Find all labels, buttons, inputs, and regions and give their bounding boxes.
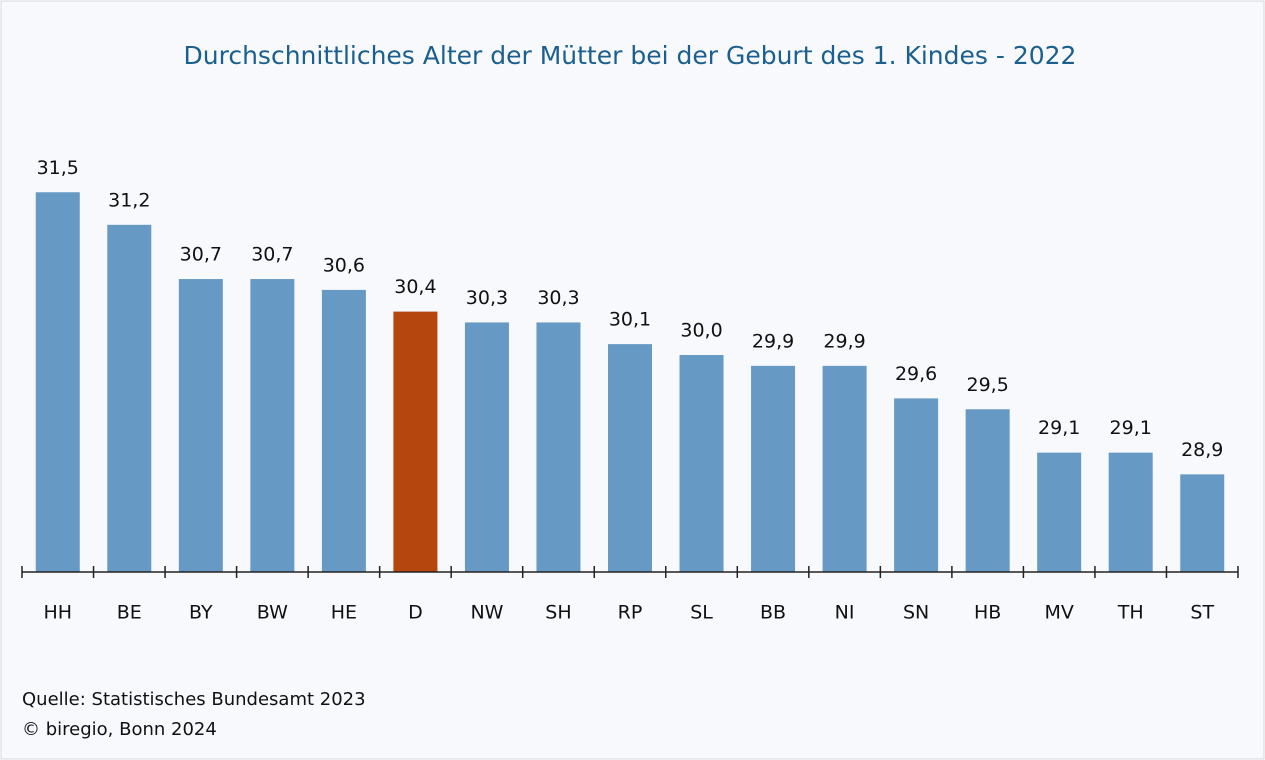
bar bbox=[1037, 452, 1082, 572]
value-label: 30,7 bbox=[251, 244, 293, 266]
bar bbox=[35, 192, 80, 572]
value-label: 30,3 bbox=[537, 287, 579, 309]
value-label: 31,5 bbox=[37, 157, 79, 179]
bar bbox=[178, 279, 223, 572]
x-tick-label: BE bbox=[117, 602, 142, 624]
x-tick-label: MV bbox=[1044, 602, 1073, 624]
x-tick-label: BW bbox=[257, 602, 288, 624]
value-label: 30,7 bbox=[180, 244, 222, 266]
source-note: Quelle: Statistisches Bundesamt 2023 bbox=[22, 689, 366, 710]
value-label: 28,9 bbox=[1181, 439, 1223, 461]
value-label: 30,1 bbox=[609, 309, 651, 331]
bar bbox=[321, 289, 366, 572]
value-label: 30,0 bbox=[680, 320, 722, 342]
x-tick-label: SN bbox=[903, 602, 929, 624]
x-tick-label: HE bbox=[331, 602, 357, 624]
bar bbox=[1180, 474, 1225, 572]
value-label: 30,4 bbox=[394, 276, 436, 298]
x-tick-label: BB bbox=[760, 602, 786, 624]
bar bbox=[608, 344, 652, 572]
copyright-note: © biregio, Bonn 2024 bbox=[22, 719, 217, 740]
value-label: 30,3 bbox=[466, 287, 508, 309]
x-tick-label: SL bbox=[690, 602, 713, 624]
bar bbox=[1108, 452, 1153, 572]
value-label: 29,5 bbox=[966, 374, 1008, 396]
value-label: 29,1 bbox=[1110, 417, 1152, 439]
value-label: 29,9 bbox=[823, 330, 865, 352]
chart-title: Durchschnittliches Alter der Mütter bei … bbox=[184, 41, 1077, 70]
x-tick-label: RP bbox=[618, 602, 643, 624]
x-tick-label: D bbox=[408, 602, 423, 624]
x-tick-label: TH bbox=[1117, 602, 1144, 624]
bar bbox=[822, 365, 867, 572]
bar bbox=[679, 355, 724, 572]
bar bbox=[393, 311, 438, 572]
value-label: 30,6 bbox=[323, 254, 365, 276]
bar bbox=[965, 409, 1010, 572]
x-tick-label: NW bbox=[470, 602, 503, 624]
bar bbox=[250, 279, 295, 572]
bar bbox=[464, 322, 509, 572]
x-tick-label: ST bbox=[1190, 602, 1214, 624]
bar bbox=[894, 398, 939, 572]
bar bbox=[751, 365, 796, 572]
bar bbox=[107, 224, 152, 573]
x-tick-label: SH bbox=[545, 602, 571, 624]
value-label: 31,2 bbox=[108, 189, 150, 211]
x-tick-label: HH bbox=[43, 602, 72, 624]
x-tick-label: BY bbox=[189, 602, 213, 624]
value-label: 29,9 bbox=[752, 330, 794, 352]
x-tick-label: HB bbox=[974, 602, 1001, 624]
value-label: 29,1 bbox=[1038, 417, 1080, 439]
x-tick-label: NI bbox=[835, 602, 855, 624]
value-label: 29,6 bbox=[895, 363, 937, 385]
bar bbox=[536, 322, 581, 572]
